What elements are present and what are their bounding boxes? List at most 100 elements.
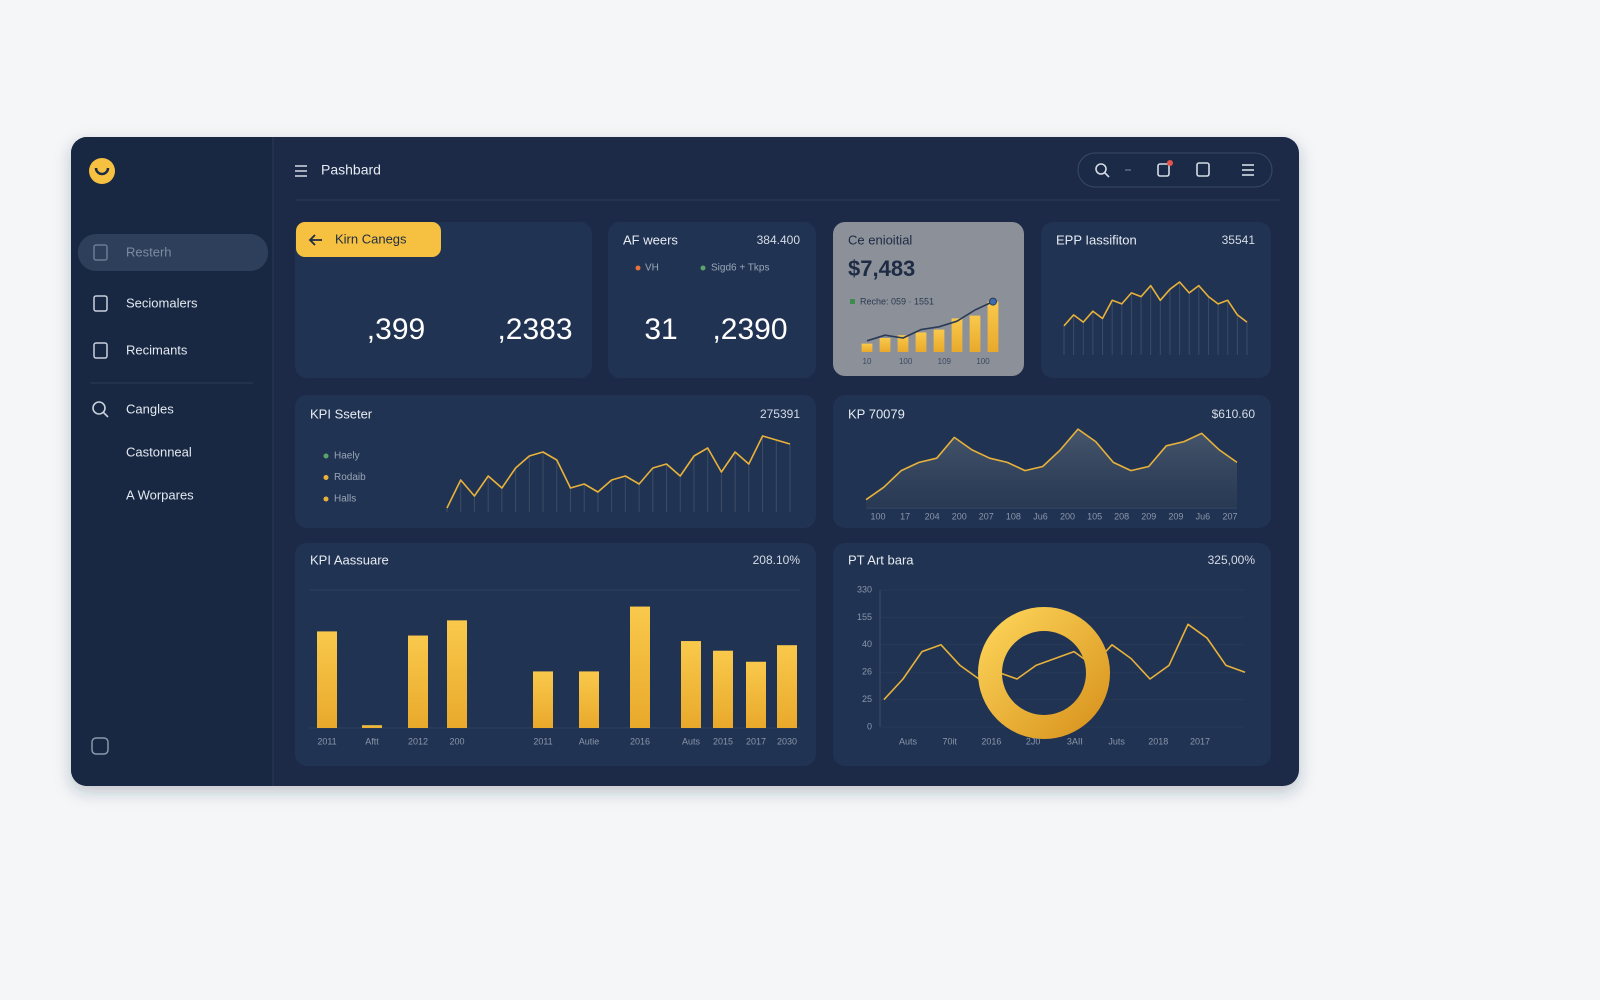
button-label: Kirn Canegs xyxy=(335,231,407,246)
x-tick-label: 2017 xyxy=(1190,736,1210,746)
bar xyxy=(951,318,963,352)
y-tick-label: 26 xyxy=(862,667,872,677)
x-tick-label: 200 xyxy=(952,511,967,521)
legend-label: Haely xyxy=(334,451,360,462)
x-tick-label: 109 xyxy=(938,357,952,366)
logo xyxy=(89,158,115,184)
y-tick-label: 330 xyxy=(857,584,872,594)
x-tick-label: 207 xyxy=(979,511,994,521)
nav-item[interactable]: Resterh xyxy=(126,244,172,259)
x-tick-label: 108 xyxy=(1006,511,1021,521)
bar xyxy=(579,671,599,728)
big-number: ,399 xyxy=(367,313,425,346)
x-tick-label: Aftt xyxy=(365,736,379,746)
x-tick-label: 2011 xyxy=(317,736,336,746)
nav-item[interactable]: Recimants xyxy=(126,342,188,357)
x-tick-label: 100 xyxy=(899,357,913,366)
bar xyxy=(915,332,927,352)
line-series xyxy=(446,435,791,509)
x-tick-label: 2012 xyxy=(408,736,428,746)
card xyxy=(1041,222,1271,378)
quick-action-button[interactable] xyxy=(296,222,441,257)
x-tick-label: 10 xyxy=(863,357,872,366)
legend-dot xyxy=(323,453,329,459)
bar xyxy=(408,635,428,728)
card-title: Ce enioitial xyxy=(848,232,912,247)
card-title: KP 70079 xyxy=(848,406,905,421)
arrow-icon xyxy=(308,234,322,246)
page-title: Pashbard xyxy=(321,162,381,178)
x-tick-label: 100 xyxy=(870,511,885,521)
logo-mark xyxy=(94,167,110,176)
y-tick-label: 155 xyxy=(857,612,872,622)
bar xyxy=(630,606,650,728)
card-value: $7,483 xyxy=(848,256,915,281)
line-series xyxy=(1063,281,1248,327)
bar xyxy=(969,315,981,352)
x-tick-label: 2015 xyxy=(713,736,733,746)
legend-dot xyxy=(635,265,641,271)
x-tick-label: 2030 xyxy=(777,736,797,746)
donut-ring xyxy=(978,607,1110,739)
toolbar-icons[interactable] xyxy=(1095,162,1254,178)
card-value: 35541 xyxy=(1222,233,1256,247)
x-tick-label: 204 xyxy=(925,511,940,521)
notification-dot xyxy=(1167,160,1173,166)
x-tick-label: 2J0 xyxy=(1026,736,1041,746)
x-tick-label: 3AII xyxy=(1067,736,1083,746)
bar xyxy=(933,329,945,352)
nav-item[interactable]: Seciomalers xyxy=(126,295,198,310)
y-tick-label: 25 xyxy=(862,694,872,704)
x-tick-label: 2016 xyxy=(630,736,650,746)
nav-item[interactable]: A Worpares xyxy=(126,487,194,502)
y-tick-label: 0 xyxy=(867,721,872,731)
nav-icon xyxy=(92,401,106,415)
trend-line xyxy=(866,300,994,342)
x-tick-label: 17 xyxy=(900,511,910,521)
settings-icon[interactable] xyxy=(91,737,109,755)
card-title: EPP Iassifiton xyxy=(1056,232,1137,247)
card-title: KPI Sseter xyxy=(310,406,373,421)
toolbar xyxy=(1077,152,1273,188)
x-tick-label: 2018 xyxy=(1148,736,1168,746)
menu-icon[interactable] xyxy=(295,165,307,177)
x-tick-label: 200 xyxy=(449,736,464,746)
nav-item[interactable]: Cangles xyxy=(126,401,174,416)
card-value: 208.10% xyxy=(753,553,801,567)
x-tick-label: 105 xyxy=(1087,511,1102,521)
bar xyxy=(713,650,733,728)
legend-label: Reche: 059 · 1551 xyxy=(860,296,934,306)
x-tick-label: 207 xyxy=(1222,511,1237,521)
nav-icon xyxy=(93,295,108,312)
legend-dot xyxy=(323,475,329,480)
active-nav-pill[interactable] xyxy=(78,234,268,271)
nav-icon xyxy=(93,342,108,359)
legend-dot xyxy=(323,496,329,502)
x-tick-label: 100 xyxy=(976,357,990,366)
legend-dot xyxy=(850,299,855,304)
x-tick-label: 2016 xyxy=(981,736,1001,746)
legend-label: Halls xyxy=(334,494,356,505)
legend-label: VH xyxy=(645,263,659,274)
card xyxy=(608,222,816,378)
nav-item[interactable]: Castonneal xyxy=(126,444,192,459)
bar xyxy=(987,301,999,352)
card xyxy=(833,543,1271,766)
x-tick-label: Auts xyxy=(682,736,701,746)
card-title: KPI Aassuare xyxy=(310,552,389,567)
bar xyxy=(681,641,701,728)
card-value: 384.400 xyxy=(757,233,801,247)
bar xyxy=(317,631,337,728)
legend-label: Rodaib xyxy=(334,472,366,483)
card-value: $610.60 xyxy=(1212,407,1256,421)
endpoint xyxy=(989,297,997,306)
bar xyxy=(362,725,382,728)
nav-icon xyxy=(93,244,108,261)
x-tick-label: 200 xyxy=(1060,511,1075,521)
y-tick-label: 40 xyxy=(862,639,872,649)
line-series xyxy=(883,623,1246,701)
bar xyxy=(533,671,553,728)
big-number: ,2383 xyxy=(497,313,572,346)
card-value: 275391 xyxy=(760,407,800,421)
